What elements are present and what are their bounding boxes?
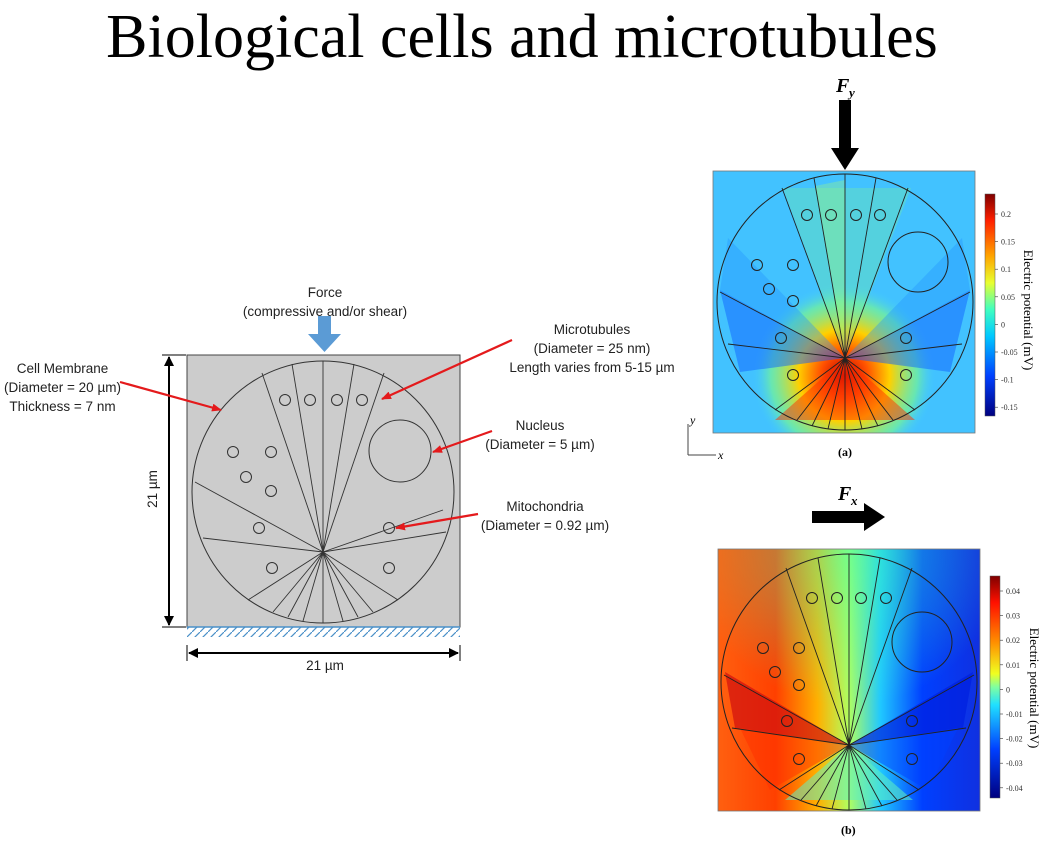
nucleus-line-2: (Diameter = 5 µm) [485,437,595,452]
colorbar-tick-label: 0.2 [1001,210,1011,219]
panel-b-caption: (b) [841,823,856,837]
nucleus-line-1: Nucleus [515,418,565,433]
nucleus-label: Nucleus (Diameter = 5 µm) [470,416,610,454]
colorbar-tick-label: -0.05 [1001,348,1018,357]
panel-a-caption: (a) [838,445,852,459]
slide-title: Biological cells and microtubules [106,3,938,71]
panel-a-microtubules [719,174,971,430]
mitochondria-line-1: Mitochondria [506,499,584,514]
mitochondria-line-2: (Diameter = 0.92 µm) [480,518,610,533]
colorbar-tick-label: 0.1 [1001,265,1011,274]
colorbar-tick-label: -0.03 [1006,759,1023,768]
force-label: Force (compressive and/or shear) [225,283,425,321]
panel-b-force-arrow [812,503,885,531]
panel-a-force-sub: y [847,85,855,100]
panel-a-axis-y: y [689,413,696,427]
membrane-line-1: Cell Membrane [16,361,109,376]
colorbar-tick-label: 0.03 [1006,612,1020,621]
force-arrow [308,316,341,352]
membrane-callout-arrow [119,380,222,412]
mitochondria-callout-arrow [395,512,479,531]
microtubules-label: Microtubules (Diameter = 25 nm) Length v… [492,320,692,377]
force-subtitle: (compressive and/or shear) [242,304,408,319]
panel-a-colorbar [984,193,996,417]
microtubules-line-3: Length varies from 5-15 µm [509,360,675,375]
panel-a: F y y x (a) 0.2 0.15 0.1 0.05 0 -0.05 -0.1 -0.1… [687,75,1036,462]
colorbar-tick-label: 0.05 [1001,293,1015,302]
colorbar-tick-label: 0.04 [1006,587,1020,596]
colorbar-tick-label: 0 [1001,320,1005,329]
mitochondria [227,394,395,574]
panel-b-colorbar [989,575,1001,799]
fixed-support [187,627,460,637]
membrane-label: Cell Membrane (Diameter = 20 µm) Thickne… [0,359,125,416]
panel-a-axis-x: x [717,448,724,462]
panel-b-force-sub: x [850,493,858,508]
microtubules-line-2: (Diameter = 25 nm) [533,341,651,356]
membrane-line-3: Thickness = 7 nm [9,399,116,414]
membrane-line-2: (Diameter = 20 µm) [4,380,121,395]
colorbar-tick-label: -0.1 [1001,376,1014,385]
colorbar-tick-label: 0.01 [1006,661,1020,670]
colorbar-tick-label: 0 [1006,685,1010,694]
panel-a-axes [687,424,716,456]
nucleus [368,419,432,483]
colorbar-tick-label: -0.15 [1001,403,1018,412]
microtubules-line-1: Microtubules [553,322,631,337]
panel-a-force-label: F [835,75,850,97]
panel-a-colorbar-ticks: 0.2 0.15 0.1 0.05 0 -0.05 -0.1 -0.15 [995,210,1018,412]
panel-b-colorbar-label: Electric potential (mV) [1027,628,1042,749]
colorbar-tick-label: 0.15 [1001,238,1015,247]
microtubule-lines [194,361,447,623]
microtubules-callout-arrow [381,338,513,401]
panel-b: F x (b) 0.04 0.03 0.02 0.01 0 -0.01 -0.02 -0.03… [717,483,1042,837]
force-title: Force [307,285,343,300]
panel-a-colorbar-label: Electric potential (mV) [1021,250,1036,371]
panel-b-force-label: F [837,483,852,505]
panel-b-colorbar-ticks: 0.04 0.03 0.02 0.01 0 -0.01 -0.02 -0.03 -0.04 [1000,587,1023,793]
dimension-width-label: 21 µm [306,658,344,673]
nucleus-callout-arrow [432,429,493,454]
colorbar-tick-label: -0.02 [1006,735,1023,744]
panel-a-force-arrow [831,100,859,170]
panel-b-microtubules [723,554,975,810]
panel-a-regions [720,180,970,420]
cell-schematic [119,316,513,661]
domain-box [186,354,461,628]
colorbar-tick-label: 0.02 [1006,636,1020,645]
mitochondria-label: Mitochondria (Diameter = 0.92 µm) [465,497,625,535]
colorbar-tick-label: -0.01 [1006,710,1023,719]
colorbar-tick-label: -0.04 [1006,784,1023,793]
